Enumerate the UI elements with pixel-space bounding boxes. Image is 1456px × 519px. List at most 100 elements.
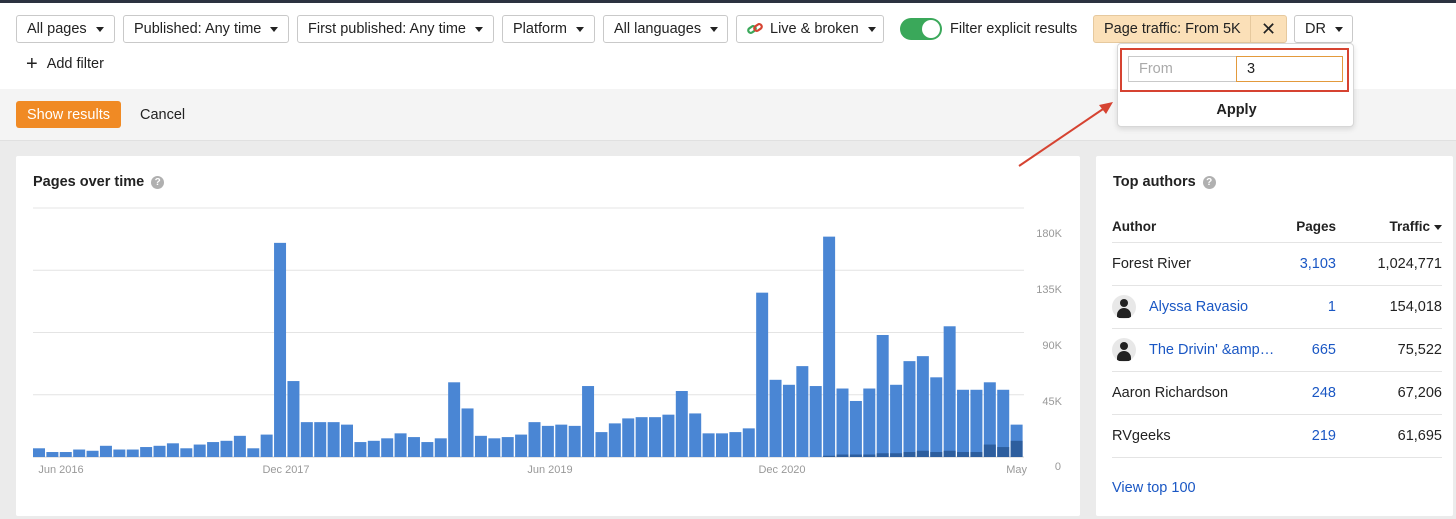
published-label: Published: Any time (134, 21, 262, 37)
table-row: Aaron Richardson 248 67,206 (1112, 372, 1442, 415)
bar (488, 438, 501, 457)
top-authors-title: Top authors (1113, 174, 1196, 190)
pages-count-link[interactable]: 665 (1311, 342, 1336, 358)
bar-secondary (863, 454, 876, 457)
bar (260, 434, 273, 457)
all-pages-dropdown[interactable]: All pages (16, 15, 115, 43)
y-tick-label: 135K (1036, 284, 1062, 296)
author-name[interactable]: Alyssa Ravasio (1149, 299, 1249, 315)
x-tick-label: Jun 2016 (38, 464, 83, 476)
close-icon[interactable]: ✕ (1250, 16, 1286, 42)
bar (608, 423, 621, 457)
bar-secondary (903, 452, 916, 457)
annotation-highlight-box (1120, 48, 1349, 92)
platform-dropdown[interactable]: Platform (502, 15, 595, 43)
bar-secondary (916, 450, 929, 457)
bar (394, 433, 407, 457)
pages-count-link[interactable]: 219 (1311, 428, 1336, 444)
bar (742, 428, 755, 457)
pages-over-time-panel: Pages over time ? 0 45K 90K 135K 180K Jun 201… (16, 156, 1080, 516)
add-filter-label: Add filter (46, 56, 104, 72)
view-top-100-link[interactable]: View top 100 (1112, 480, 1196, 496)
plus-icon: + (26, 53, 38, 75)
bar (916, 356, 929, 457)
bar (849, 400, 862, 457)
table-row: RVgeeks 219 61,695 (1112, 415, 1442, 458)
bar (997, 389, 1010, 457)
bar (207, 442, 220, 457)
bar (622, 418, 635, 457)
traffic-from-input[interactable]: From (1128, 56, 1236, 82)
first-published-label: First published: Any time (308, 21, 466, 37)
author-name: Aaron Richardson (1112, 385, 1229, 401)
bar (782, 384, 795, 457)
bar (367, 440, 380, 457)
bar (46, 452, 59, 457)
bar (836, 388, 849, 457)
traffic-to-input[interactable]: 3 (1236, 56, 1343, 82)
table-header: Author Pages Traffic (1112, 211, 1442, 243)
bar (99, 445, 112, 457)
bar (474, 435, 487, 457)
panel-title: Pages over time ? (33, 174, 165, 190)
cancel-button[interactable]: Cancel (140, 107, 186, 123)
dr-dropdown[interactable]: DR (1294, 15, 1353, 43)
bar (675, 391, 688, 457)
bar (876, 334, 889, 457)
platform-label: Platform (513, 21, 567, 37)
broken-link-icon (747, 22, 763, 36)
bar (327, 422, 340, 457)
bar (274, 242, 287, 457)
question-circle-icon[interactable]: ? (1202, 175, 1216, 189)
y-tick-label: 180K (1036, 228, 1062, 240)
table-row: The Drivin' &amp… 665 75,522 (1112, 329, 1442, 372)
question-circle-icon[interactable]: ? (151, 175, 165, 189)
author-cell[interactable]: Alyssa Ravasio (1112, 295, 1282, 319)
author-name: RVgeeks (1112, 428, 1171, 444)
author-cell[interactable]: The Drivin' &amp… (1112, 338, 1282, 362)
bar-secondary (890, 453, 903, 457)
pages-count-link[interactable]: 248 (1311, 385, 1336, 401)
caret-down-icon (576, 26, 584, 32)
table-row: Alyssa Ravasio 1 154,018 (1112, 286, 1442, 329)
show-results-button[interactable]: Show results (16, 101, 121, 128)
bar (153, 445, 166, 457)
bar (729, 432, 742, 457)
bar-secondary (930, 452, 943, 457)
bar (341, 424, 353, 457)
bar (635, 417, 648, 457)
x-tick-label: Dec 2020 (758, 464, 805, 476)
add-filter-button[interactable]: + Add filter (26, 53, 104, 75)
bar (541, 425, 554, 458)
bar-secondary (876, 453, 889, 457)
bar (756, 292, 769, 457)
bar-secondary (983, 444, 996, 457)
live-broken-dropdown[interactable]: Live & broken (736, 15, 884, 43)
apply-button[interactable]: Apply (1216, 102, 1257, 118)
pages-count-link[interactable]: 1 (1327, 299, 1336, 315)
bar (957, 389, 970, 457)
languages-dropdown[interactable]: All languages (603, 15, 728, 43)
explicit-toggle-label: Filter explicit results (950, 21, 1078, 37)
y-tick-label: 0 (1055, 461, 1061, 473)
pages-count-link[interactable]: 3,103 (1299, 256, 1336, 272)
author-cell: RVgeeks (1112, 428, 1282, 444)
traffic-column-header[interactable]: Traffic (1336, 219, 1442, 234)
bar (930, 377, 943, 457)
bar (943, 326, 956, 457)
bar-secondary (997, 447, 1010, 457)
explicit-toggle[interactable] (900, 18, 942, 40)
pages-column-header[interactable]: Pages (1296, 219, 1336, 234)
caret-down-icon (867, 26, 876, 32)
first-published-dropdown[interactable]: First published: Any time (297, 15, 494, 43)
author-name[interactable]: The Drivin' &amp… (1149, 342, 1275, 358)
bar (568, 425, 581, 458)
x-tick-label: May (1006, 464, 1027, 476)
bar (823, 236, 836, 457)
author-column-header[interactable]: Author (1112, 219, 1157, 234)
bar (715, 433, 728, 457)
published-dropdown[interactable]: Published: Any time (123, 15, 289, 43)
page-traffic-filter[interactable]: Page traffic: From 5K ✕ (1093, 15, 1287, 43)
bar (970, 389, 983, 457)
x-tick-label: Dec 2017 (262, 464, 309, 476)
